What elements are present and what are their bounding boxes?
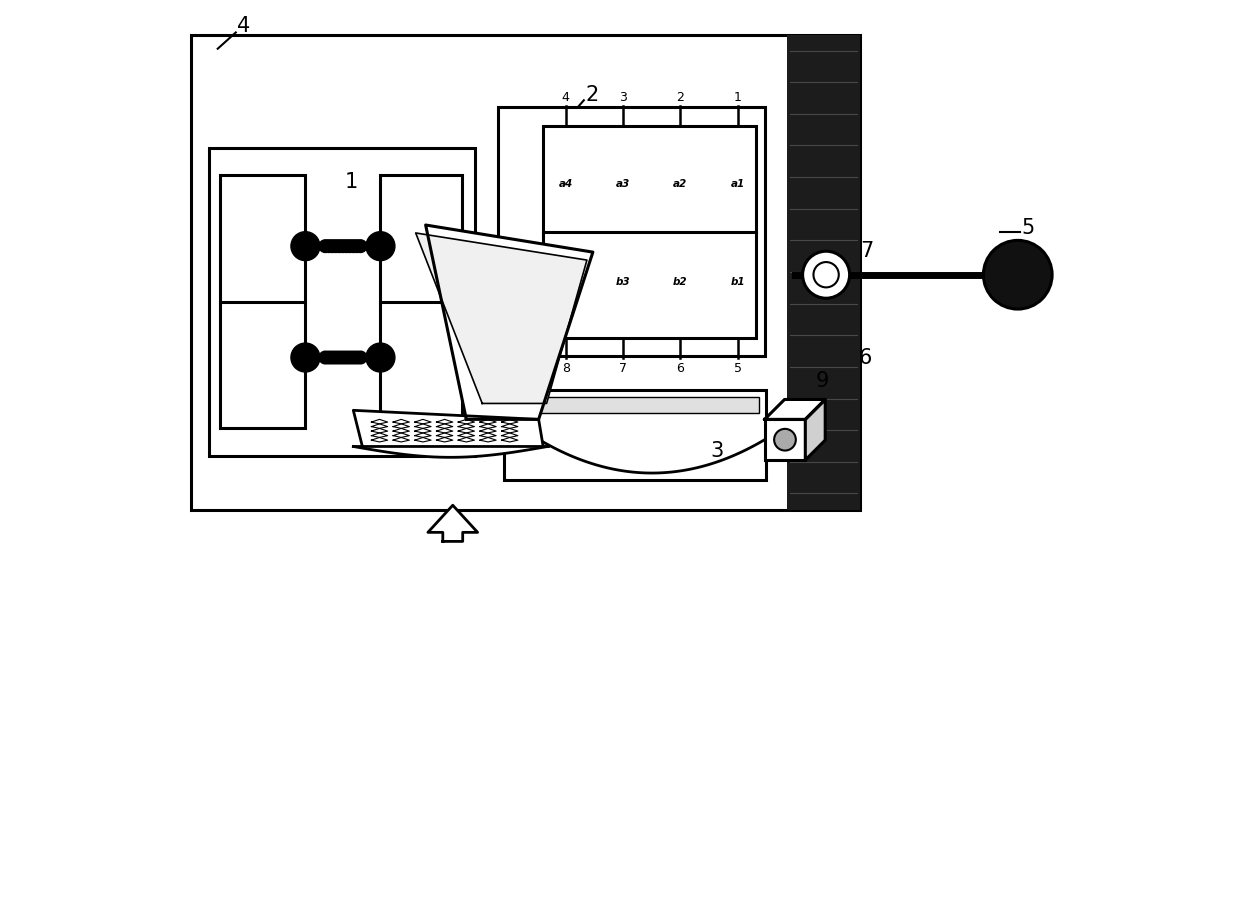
Bar xyxy=(543,126,755,339)
Circle shape xyxy=(802,252,849,299)
Text: a3: a3 xyxy=(616,179,630,189)
Bar xyxy=(765,420,805,461)
Circle shape xyxy=(343,352,356,365)
Circle shape xyxy=(347,352,360,365)
Circle shape xyxy=(366,232,394,261)
Bar xyxy=(219,176,305,429)
Circle shape xyxy=(334,240,346,253)
Circle shape xyxy=(291,232,320,261)
Bar xyxy=(512,397,759,414)
Circle shape xyxy=(366,344,394,373)
Circle shape xyxy=(291,344,320,373)
Text: 3: 3 xyxy=(619,91,627,104)
Polygon shape xyxy=(415,234,587,404)
Bar xyxy=(443,528,463,542)
Text: b4: b4 xyxy=(558,276,573,286)
Text: 8: 8 xyxy=(562,361,569,374)
Text: 2: 2 xyxy=(676,91,684,104)
Circle shape xyxy=(319,240,331,253)
Text: 7: 7 xyxy=(619,361,627,374)
Circle shape xyxy=(355,352,367,365)
Polygon shape xyxy=(428,506,477,533)
Text: 7: 7 xyxy=(861,241,874,261)
Text: a1: a1 xyxy=(730,179,745,189)
Circle shape xyxy=(322,240,335,253)
Text: 8: 8 xyxy=(587,237,600,257)
Circle shape xyxy=(330,240,342,253)
Circle shape xyxy=(351,240,363,253)
Text: 9: 9 xyxy=(815,371,828,391)
Circle shape xyxy=(347,240,360,253)
Circle shape xyxy=(336,240,350,253)
Bar xyxy=(505,390,766,480)
Circle shape xyxy=(319,352,331,365)
Text: 4: 4 xyxy=(237,16,250,36)
Circle shape xyxy=(326,352,339,365)
Circle shape xyxy=(322,352,335,365)
Bar xyxy=(208,149,475,456)
Text: a2: a2 xyxy=(673,179,687,189)
Circle shape xyxy=(355,240,367,253)
Bar xyxy=(381,176,461,429)
Text: 1: 1 xyxy=(734,91,742,104)
Text: b2: b2 xyxy=(673,276,687,286)
Text: b1: b1 xyxy=(730,276,745,286)
Text: 6: 6 xyxy=(858,348,872,368)
Bar xyxy=(787,36,859,510)
Circle shape xyxy=(336,352,350,365)
Polygon shape xyxy=(805,400,825,461)
Circle shape xyxy=(983,241,1052,310)
Text: 3: 3 xyxy=(711,441,724,461)
Text: 6: 6 xyxy=(676,361,684,374)
Bar xyxy=(191,36,859,510)
Circle shape xyxy=(343,240,356,253)
Text: 5: 5 xyxy=(734,361,742,374)
Text: a4: a4 xyxy=(559,179,573,189)
Text: 1: 1 xyxy=(345,172,358,191)
Circle shape xyxy=(351,352,363,365)
Text: 2: 2 xyxy=(585,85,599,105)
Circle shape xyxy=(813,263,838,288)
Bar xyxy=(498,108,765,357)
Circle shape xyxy=(774,430,796,452)
Circle shape xyxy=(330,352,342,365)
Text: b3: b3 xyxy=(616,276,630,286)
Polygon shape xyxy=(425,226,593,420)
Circle shape xyxy=(340,240,352,253)
Polygon shape xyxy=(765,400,825,420)
Circle shape xyxy=(334,352,346,365)
Text: 5: 5 xyxy=(1022,218,1034,237)
Circle shape xyxy=(326,240,339,253)
Text: 4: 4 xyxy=(562,91,569,104)
Circle shape xyxy=(340,352,352,365)
Polygon shape xyxy=(353,411,543,447)
